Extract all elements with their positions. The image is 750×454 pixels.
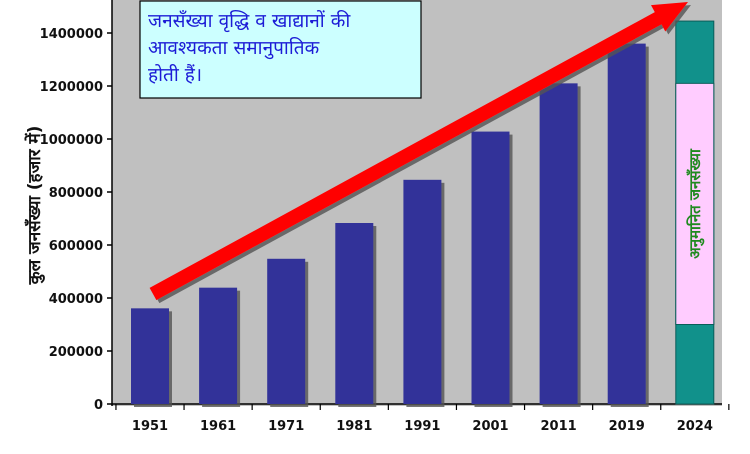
y-tick-label: 1400000 [40,27,103,42]
bar-1981 [335,223,374,404]
y-axis: 0 200000 400000 600000 800000 1000000 1200000 1… [40,0,113,413]
x-tick-label: 2001 [472,419,508,434]
projection-label: अनुमानित जनसँख्या [686,148,705,259]
x-tick-label: 2011 [541,419,577,434]
trend-arrow-group [149,2,689,301]
bar-1951 [131,308,169,404]
x-tick-label: 2024 [677,419,713,434]
annotation-box: जनसँख्या वृद्धि व खाद्यानों की आवश्यकता स… [139,0,422,99]
bar-1991 [403,179,442,404]
y-tick-label: 1200000 [40,80,103,95]
trend-arrow [149,2,689,301]
x-tick-label: 1991 [404,419,440,434]
y-tick-label: 1000000 [40,133,103,148]
y-tick-label: 0 [94,398,103,413]
x-tick-label: 1951 [132,419,168,434]
projection-inner-segment [675,82,715,325]
y-tick-label: 400000 [49,292,103,307]
bar-2011 [539,83,578,404]
annotation-line: आवश्यकता समानुपातिक [148,36,320,60]
x-tick-label: 1981 [336,419,372,434]
annotation-background [139,0,422,99]
x-tick-label: 1961 [200,419,236,434]
x-tick-label: 2019 [609,419,645,434]
y-tick-label: 800000 [49,186,103,201]
bars: अनुमानित जनसँख्या [131,20,715,405]
bar-2001 [471,131,510,404]
bar-1971 [267,258,306,404]
bar-2019 [607,43,646,404]
annotation-line: जनसँख्या वृद्धि व खाद्यानों की [148,9,351,33]
bar-1961 [199,287,238,404]
x-tick-label: 1971 [268,419,304,434]
annotation-line: होती हैं। [148,63,202,86]
x-axis: 1951 1961 1971 1981 1991 2001 2011 2019 2024 [112,403,730,434]
y-axis-label: कुल जनसँख्या (हजार में) [24,126,45,286]
y-tick-label: 200000 [49,345,103,360]
y-tick-label: 600000 [49,239,103,254]
